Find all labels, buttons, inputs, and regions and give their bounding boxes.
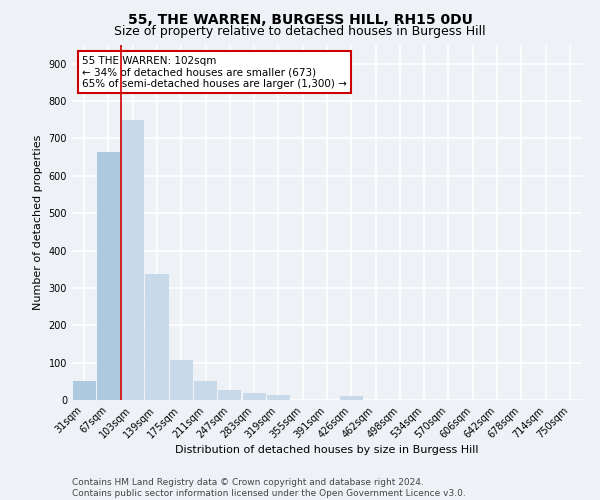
Bar <box>73 380 95 400</box>
Bar <box>242 394 266 400</box>
Bar <box>218 390 241 400</box>
Bar <box>267 395 290 400</box>
Bar <box>121 120 144 400</box>
Bar <box>145 274 169 400</box>
Text: Contains HM Land Registry data © Crown copyright and database right 2024.
Contai: Contains HM Land Registry data © Crown c… <box>72 478 466 498</box>
Text: 55 THE WARREN: 102sqm
← 34% of detached houses are smaller (673)
65% of semi-det: 55 THE WARREN: 102sqm ← 34% of detached … <box>82 56 347 89</box>
Bar <box>170 360 193 400</box>
Text: 55, THE WARREN, BURGESS HILL, RH15 0DU: 55, THE WARREN, BURGESS HILL, RH15 0DU <box>128 12 472 26</box>
X-axis label: Distribution of detached houses by size in Burgess Hill: Distribution of detached houses by size … <box>175 446 479 456</box>
Bar <box>194 380 217 400</box>
Bar <box>97 152 120 400</box>
Y-axis label: Number of detached properties: Number of detached properties <box>33 135 43 310</box>
Text: Size of property relative to detached houses in Burgess Hill: Size of property relative to detached ho… <box>114 25 486 38</box>
Bar <box>340 396 363 400</box>
